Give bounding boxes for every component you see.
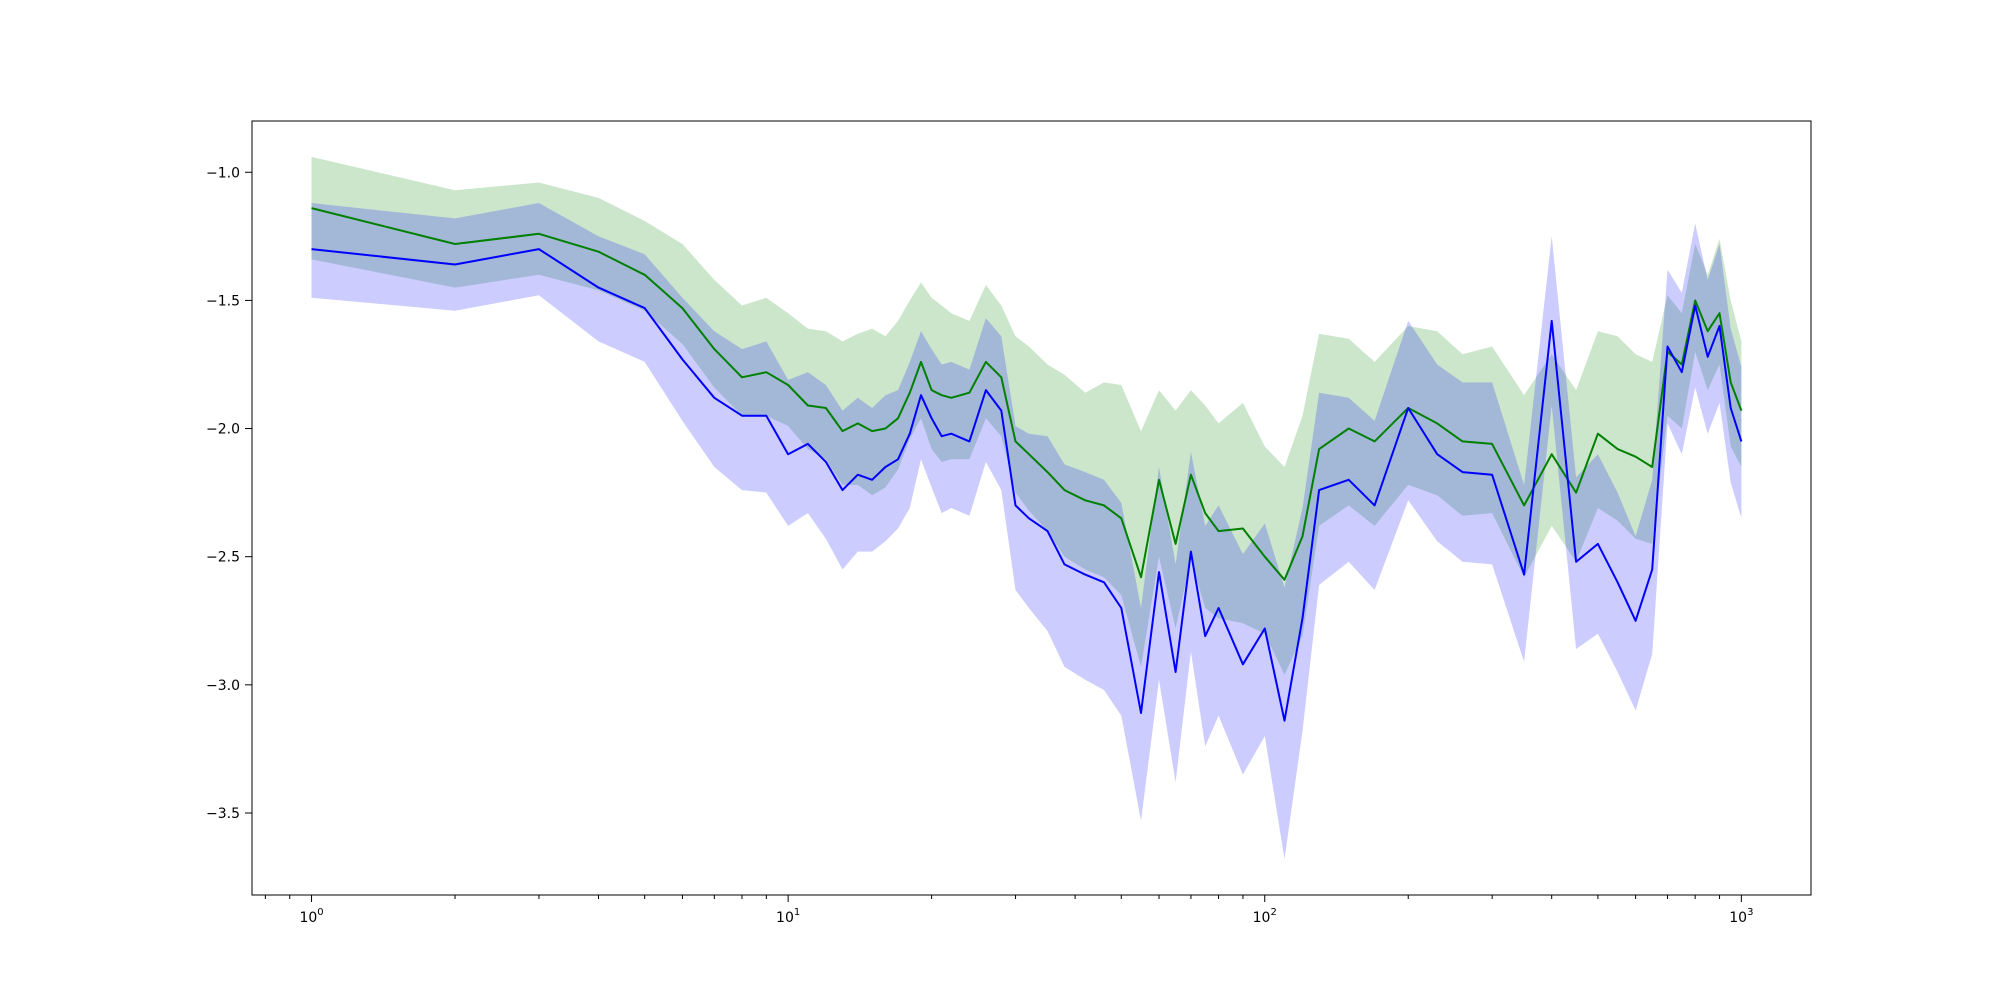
x-tick-label: 101 [776,907,800,926]
y-tick-label: −3.5 [206,806,240,822]
y-tick-label: −2.0 [206,422,240,438]
series-0-band [311,156,1742,675]
series-0-line [311,207,1743,581]
y-tick-label: −1.5 [206,293,240,309]
x-tick-label: 100 [299,907,323,926]
y-tick-label: −3.0 [206,678,240,694]
x-axis: 100 101 102 103 [264,895,1753,926]
series-1-band [311,203,1742,860]
y-tick-label: −2.5 [206,550,240,566]
series-1-line [311,248,1743,722]
series-lines [311,207,1743,722]
x-tick-label: 102 [1253,907,1277,926]
x-tick-label: 103 [1729,907,1753,926]
plot-frame [251,120,1812,896]
confidence-bands [311,156,1742,860]
y-axis: −1.0 −1.5 −2.0 −2.5 −3.0 −3.5 [206,165,252,822]
y-tick-label: −1.0 [206,165,240,181]
